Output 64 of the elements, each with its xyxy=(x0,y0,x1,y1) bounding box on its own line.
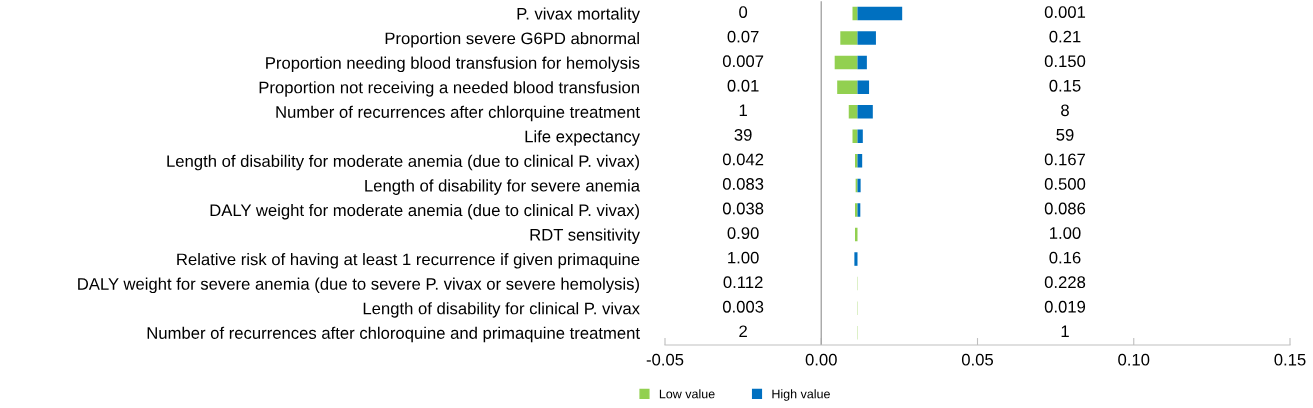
annotation: 0.007 xyxy=(722,55,764,68)
y-tick-label: RDT sensitivity xyxy=(530,228,640,244)
bar xyxy=(857,31,876,45)
bar xyxy=(852,6,858,21)
x-tick-label: 0.05 xyxy=(961,353,994,366)
bar xyxy=(857,104,873,119)
y-tick-label: P. vivax mortality xyxy=(517,7,640,23)
annotation: 1.00 xyxy=(728,251,759,264)
annotation: 0.019 xyxy=(1044,300,1086,313)
annotation: 1 xyxy=(1061,325,1069,338)
annotation: 39 xyxy=(734,128,752,141)
annotation: 0.07 xyxy=(727,30,759,43)
x-tick-label: 0.15 xyxy=(1274,353,1306,366)
annotation: 0.167 xyxy=(1044,153,1086,166)
y-tick-label: DALY weight for severe anemia (due to severe P. vivax or severe hemolysis) xyxy=(78,277,639,294)
bar xyxy=(857,80,870,94)
y-tick-label: Number of recurrences after chloroquine and primaquine treatment xyxy=(147,326,640,343)
bar xyxy=(837,80,858,94)
annotation: 1.00 xyxy=(1050,227,1081,239)
annotation: 0.042 xyxy=(722,153,764,166)
legend-label: Low value xyxy=(659,389,715,399)
bar xyxy=(855,154,858,168)
annotation: 0 xyxy=(739,6,748,18)
x-tick-label: 0.10 xyxy=(1118,353,1150,366)
legend-label: High value xyxy=(772,389,830,401)
annotation: 1 xyxy=(739,104,747,117)
annotation: 0.038 xyxy=(722,202,764,215)
annotation: 0.90 xyxy=(727,227,759,239)
y-tick-label: DALY weight for moderate anemia (due to clinical P. vivax) xyxy=(210,203,639,220)
bar xyxy=(834,55,858,70)
y-tick-label: Proportion not receiving a needed blood transfusion xyxy=(259,81,639,97)
annotation: 0.16 xyxy=(1049,251,1081,264)
annotation: 0.086 xyxy=(1044,202,1086,215)
y-tick-label: Number of recurrences after chlorquine treatment xyxy=(276,105,640,122)
annotation: 0.228 xyxy=(1044,276,1086,289)
y-tick-label: Relative risk of having at least 1 recurrence if given primaquine xyxy=(177,253,640,269)
bar xyxy=(848,104,858,119)
annotation: 0.15 xyxy=(1049,79,1081,92)
annotation: 2 xyxy=(739,325,747,338)
annotation: 0.01 xyxy=(727,79,759,92)
annotation: 0.21 xyxy=(1049,30,1081,43)
annotation: 0.003 xyxy=(722,300,764,313)
annotation: 0.500 xyxy=(1044,178,1086,190)
y-tick-label: Proportion needing blood transfusion for hemolysis xyxy=(266,56,640,73)
bar xyxy=(857,6,903,21)
y-tick-label: Length of disability for moderate anemia (due to clinical P. vivax) xyxy=(167,154,639,171)
x-tick-label: -0.05 xyxy=(646,353,684,366)
annotation: 0.083 xyxy=(722,178,764,190)
annotation: 59 xyxy=(1056,128,1074,141)
bar xyxy=(857,129,863,144)
y-tick-label: Length of disability for severe anemia xyxy=(365,179,641,195)
bar xyxy=(857,55,867,70)
y-tick-label: Length of disability for clinical P. vivax xyxy=(363,302,640,318)
annotation: 0.150 xyxy=(1044,55,1086,68)
bar xyxy=(854,252,858,266)
bar xyxy=(852,129,858,144)
annotation: 0.112 xyxy=(723,276,763,289)
bar xyxy=(855,227,858,242)
y-tick-label: Proportion severe G6PD abnormal xyxy=(385,32,639,48)
bar xyxy=(840,31,858,45)
annotation: 0.001 xyxy=(1044,6,1086,18)
annotation: 8 xyxy=(1061,104,1069,117)
x-tick-label: 0.00 xyxy=(805,353,837,366)
y-tick-label: Life expectancy xyxy=(525,130,640,146)
